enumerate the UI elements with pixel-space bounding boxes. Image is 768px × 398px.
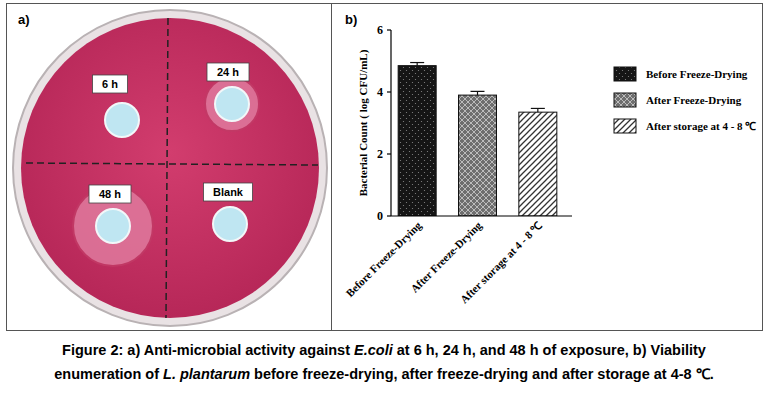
legend-label: After Freeze-Drying [646, 94, 742, 106]
well [105, 103, 139, 137]
error-cap [471, 91, 485, 92]
legend-swatch [614, 119, 636, 133]
caption-text: enumeration of [54, 366, 163, 382]
well-label: 24 h [217, 66, 239, 78]
well [215, 87, 249, 121]
y-tick [387, 215, 391, 216]
legend-label: Before Freeze-Drying [646, 68, 748, 80]
y-tick [387, 153, 391, 154]
y-tick [387, 29, 391, 30]
panel-label: a) [18, 12, 30, 27]
caption-line: enumeration of L. plantarum before freez… [54, 366, 713, 382]
panel-label: b) [345, 12, 357, 27]
caption-text: E.coli [354, 342, 394, 358]
error-bar [531, 108, 545, 112]
bars [398, 63, 557, 216]
x-tick-label: After storage at 4 - 8 ℃ [458, 219, 545, 306]
y-tick-label: 4 [377, 85, 383, 99]
well [96, 209, 130, 243]
bar [459, 95, 497, 216]
error-bar [410, 63, 424, 66]
bar [398, 66, 436, 216]
y-tick-label: 0 [377, 209, 383, 223]
well-label: 6 h [102, 78, 118, 90]
label-box [207, 63, 249, 81]
caption-text: Figure 2: a) Anti-microbial activity aga… [62, 342, 354, 358]
figure: 6 h 24 h 48 h Blank a) b) Before Freeze-Drying… [0, 0, 768, 398]
dash-line [26, 163, 318, 165]
agar [21, 18, 319, 318]
caption-text: before freeze-drying, after freeze-dryin… [250, 366, 714, 382]
divider [331, 4, 332, 331]
label-box [89, 185, 131, 203]
y-tick [387, 91, 391, 92]
legend-swatch [614, 67, 636, 81]
error-cap [410, 62, 424, 63]
x-axis [391, 215, 572, 216]
dish-rim [13, 10, 327, 326]
label-box [93, 75, 128, 93]
caption-text: L. plantarum [163, 366, 250, 382]
well [213, 207, 247, 241]
error-cap [531, 108, 545, 109]
legend-swatch [614, 93, 636, 107]
bar [519, 112, 557, 216]
label-box [204, 183, 253, 201]
legend-label: After storage at 4 - 8 ℃ [646, 120, 756, 132]
y-axis-label: Bacterial Count ( log CFU/mL) [357, 49, 370, 196]
y-tick-label: 6 [377, 23, 383, 37]
caption-line: Figure 2: a) Anti-microbial activity aga… [62, 342, 706, 358]
inhibition-zone [73, 186, 153, 266]
frame [7, 4, 763, 331]
well-label: 48 h [99, 188, 121, 200]
well-label: Blank [213, 186, 244, 198]
dash-line [166, 18, 168, 318]
caption-text: at 6 h, 24 h, and 48 h of exposure, b) V… [393, 342, 706, 358]
inhibition-zone [205, 77, 259, 131]
y-axis [390, 30, 391, 216]
error-bar [471, 91, 485, 95]
y-tick-label: 2 [377, 147, 383, 161]
